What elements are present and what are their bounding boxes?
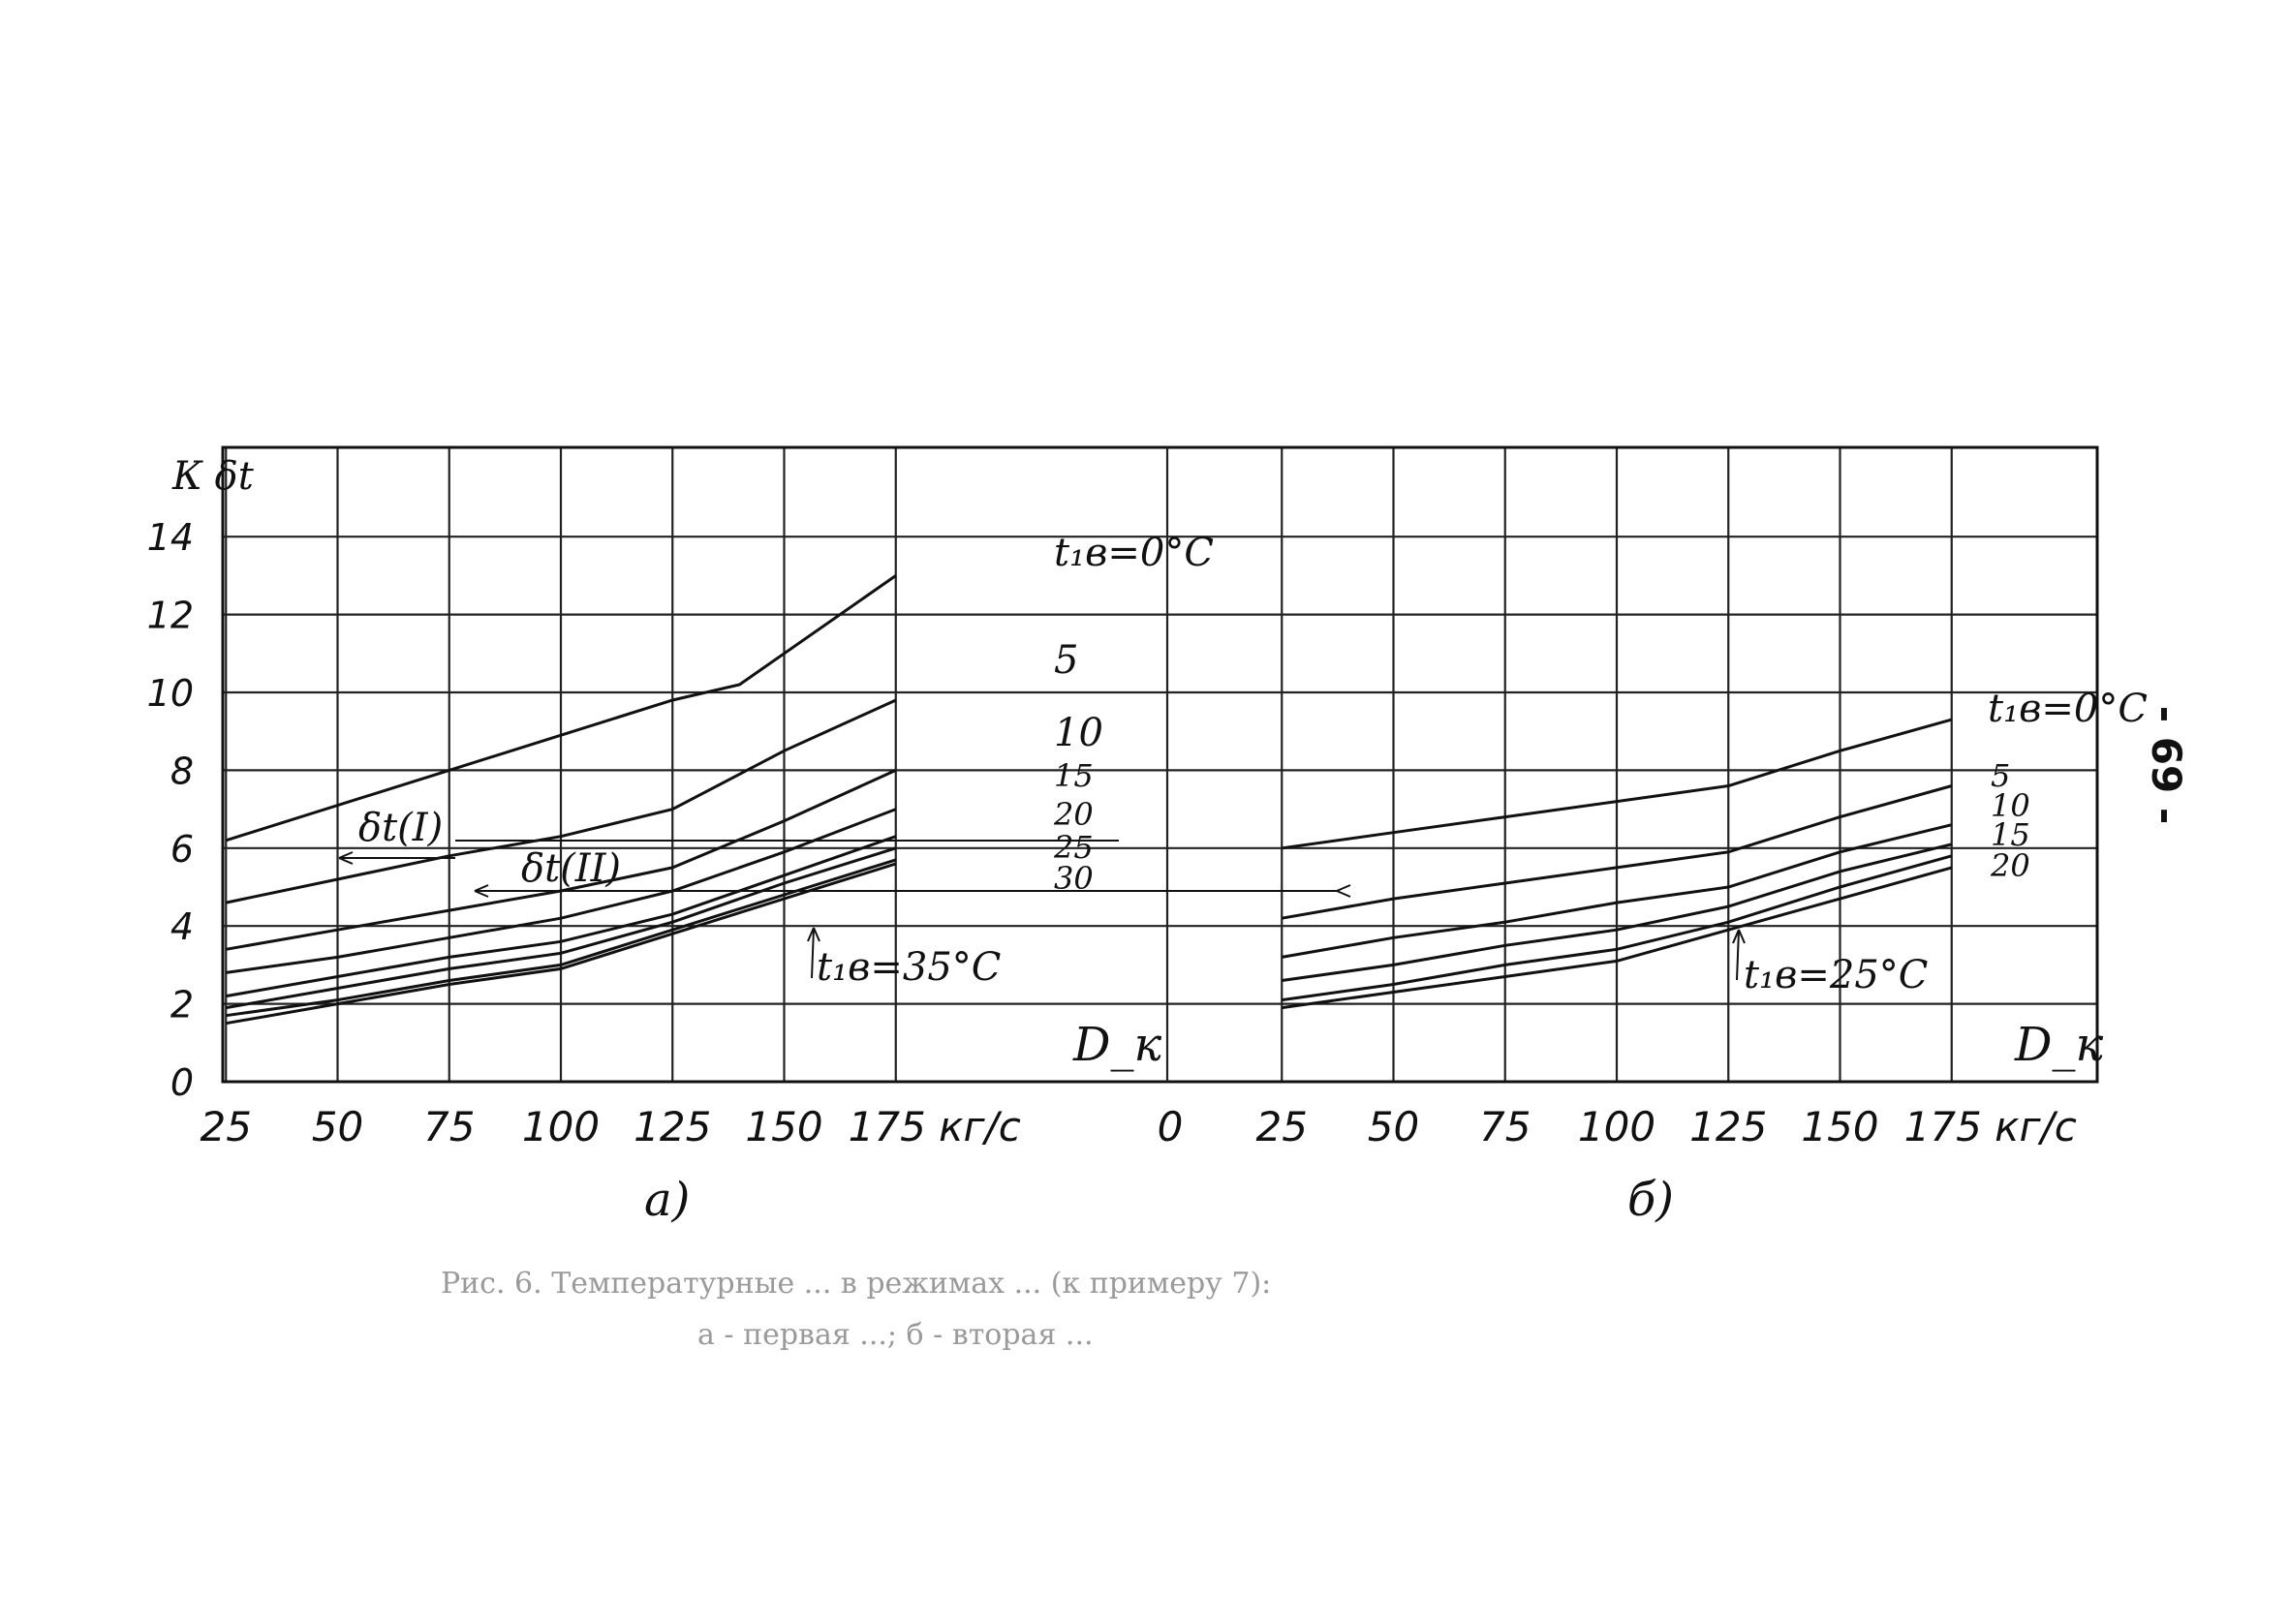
panel-a-series-label-4: 20 [1053, 796, 1094, 833]
caption-line-2: а - первая ...; б - вторая ... [697, 1318, 1094, 1352]
panel-a-x-tick-1: 50 [312, 1103, 363, 1150]
panel-b-x-tick-0: 25 [1256, 1103, 1308, 1150]
annotation-delta-t-II: δt(II) [521, 846, 621, 891]
panel-b-label: б) [1627, 1173, 1674, 1227]
panel-a-series-4 [226, 835, 897, 998]
panel-b-x-tick-5: 150 [1801, 1103, 1878, 1150]
panel-a-x-tick-6: 175 кг/с [849, 1103, 1021, 1150]
panel-b-x-axis-label: D_к [2014, 1018, 2103, 1072]
t25-pointer-head [1732, 929, 1746, 944]
page-number: - 69 - [2143, 706, 2190, 825]
y-tick-labels: 0 2 4 6 8 10 12 14 [147, 516, 194, 1104]
panel-a-series-label-0: t₁в=0°С [1054, 531, 1214, 575]
y-tick-6: 12 [147, 595, 194, 637]
panel-a-series-6 [226, 858, 897, 1018]
caption-line-1: Рис. 6. Температурные ... в режимах ... … [441, 1267, 1271, 1301]
panel-a-series-1 [225, 698, 897, 904]
panel-b-series-label-0: t₁в=0°С [1988, 687, 2148, 731]
panel-a-x-tick-3: 100 [522, 1103, 600, 1150]
panel-a-grid [223, 447, 1167, 1082]
panel-b-series-0 [1282, 718, 1953, 850]
annotation-t25: t₁в=25°С [1744, 953, 1928, 997]
panel-a-x-tick-5: 150 [745, 1103, 822, 1150]
panel-a-series-3 [226, 808, 897, 974]
panel-b-series [1282, 718, 1953, 1010]
panel-b-x-tick-3: 100 [1578, 1103, 1655, 1150]
delta-t-I-arrowhead [338, 851, 354, 865]
panel-a-series-label-3: 15 [1054, 757, 1094, 794]
panel-b-x-origin-label: 0 [1158, 1103, 1184, 1150]
panel-a-series-label-5: 25 [1053, 829, 1094, 866]
panel-b-x-tick-1: 50 [1368, 1103, 1419, 1150]
panel-a-x-tick-2: 75 [423, 1103, 475, 1150]
t25-pointer [1736, 929, 1740, 981]
panel-a-label: а) [644, 1173, 690, 1227]
panel-a-series-label-2: 10 [1054, 711, 1103, 755]
panel-a-series-0 [225, 574, 897, 843]
panel-a-series-7 [226, 862, 897, 1026]
panel-b-series-label-4: 20 [1990, 847, 2030, 884]
panel-b-series-4 [1282, 854, 1953, 1002]
panel-a-x-tick-labels: 25 50 75 100 125 150 175 кг/с [201, 1103, 1021, 1150]
panel-b-series-label-2: 10 [1991, 787, 2030, 824]
panel-b-series-5 [1282, 866, 1953, 1010]
y-axis-label: К δt [171, 454, 255, 499]
panel-a-series [225, 574, 897, 1026]
panel-b-x-tick-2: 75 [1479, 1103, 1531, 1150]
panel-b-grid [1167, 447, 2097, 1082]
panel-b-x-tick-4: 125 [1689, 1103, 1767, 1150]
panel-b-series-label-1: 5 [1991, 757, 2010, 794]
panel-b-series-2 [1282, 823, 1953, 959]
delta-t-II-arrowhead [474, 884, 489, 898]
t35-pointer-head [807, 927, 820, 942]
panel-b-x-tick-labels: 25 50 75 100 125 150 175 кг/с [1256, 1103, 2077, 1150]
panel-a-series-5 [226, 846, 897, 1010]
t35-pointer [811, 927, 815, 979]
panel-b-x-tick-6: 175 кг/с [1904, 1103, 2077, 1150]
y-tick-4: 8 [170, 750, 194, 792]
chart-frame [221, 445, 2099, 1084]
panel-a-x-tick-0: 25 [201, 1103, 252, 1150]
panel-b-series-label-3: 15 [1991, 816, 2030, 853]
panel-b-ref-arrowhead [1336, 884, 1351, 898]
panel-b-series-1 [1282, 784, 1953, 920]
y-tick-1: 2 [170, 984, 194, 1026]
y-tick-5: 10 [147, 672, 194, 715]
y-tick-0: 0 [170, 1061, 194, 1104]
panel-b-series-3 [1282, 843, 1953, 982]
y-tick-2: 4 [170, 905, 194, 948]
panel-a-x-axis-label: D_к [1072, 1018, 1161, 1072]
panel-a-series-label-1: 5 [1054, 638, 1078, 683]
y-tick-3: 6 [170, 828, 194, 871]
annotation-t35: t₁в=35°С [817, 945, 1001, 990]
annotation-delta-t-I: δt(I) [358, 806, 443, 850]
y-tick-7: 14 [147, 516, 194, 559]
panel-a-x-tick-4: 125 [634, 1103, 711, 1150]
